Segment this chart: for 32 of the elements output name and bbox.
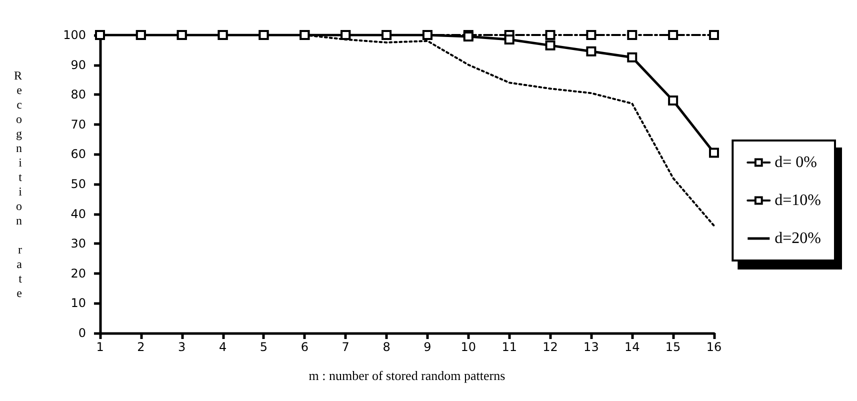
x-tick-label: 16 xyxy=(706,340,722,354)
text: Recognition rate xyxy=(14,68,22,300)
x-tick-label: 11 xyxy=(502,340,517,354)
y-tick-label: 60 xyxy=(70,147,86,162)
x-tick-label: 12 xyxy=(542,340,558,354)
legend-label: d=10% xyxy=(774,192,822,209)
x-tick-label: 13 xyxy=(584,340,599,354)
y-tick-label: 80 xyxy=(70,88,86,102)
y-tick-label: 0 xyxy=(78,326,86,340)
x-axis-title: m : number of stored random patterns xyxy=(308,368,506,383)
legend-label: d= 0% xyxy=(774,154,818,171)
y-tick-label: 100 xyxy=(63,28,86,42)
x-tick-label: 6 xyxy=(300,340,308,354)
x-tick-label: 10 xyxy=(460,340,476,354)
x-tick-label: 1 xyxy=(96,340,104,354)
y-tick-label: 90 xyxy=(70,58,86,72)
y-tick-label: 70 xyxy=(70,117,86,132)
y-tick-label: 10 xyxy=(70,296,86,310)
x-tick-label: 8 xyxy=(382,340,390,354)
y-tick-label: 50 xyxy=(70,177,86,191)
x-tick-label: 14 xyxy=(624,340,640,354)
y-tick-label: 40 xyxy=(70,206,86,221)
x-tick-label: 2 xyxy=(137,340,145,354)
x-tick-label: 4 xyxy=(218,340,227,354)
x-tick-label: 3 xyxy=(178,340,186,354)
y-tick-label: 30 xyxy=(70,236,86,251)
x-tick-label: 5 xyxy=(260,340,268,354)
x-tick-label: 15 xyxy=(665,340,681,354)
x-tick-label: 7 xyxy=(342,340,350,354)
y-tick-label: 20 xyxy=(70,266,86,280)
x-tick-label: 9 xyxy=(424,340,432,354)
legend-label: d=20% xyxy=(774,230,822,247)
